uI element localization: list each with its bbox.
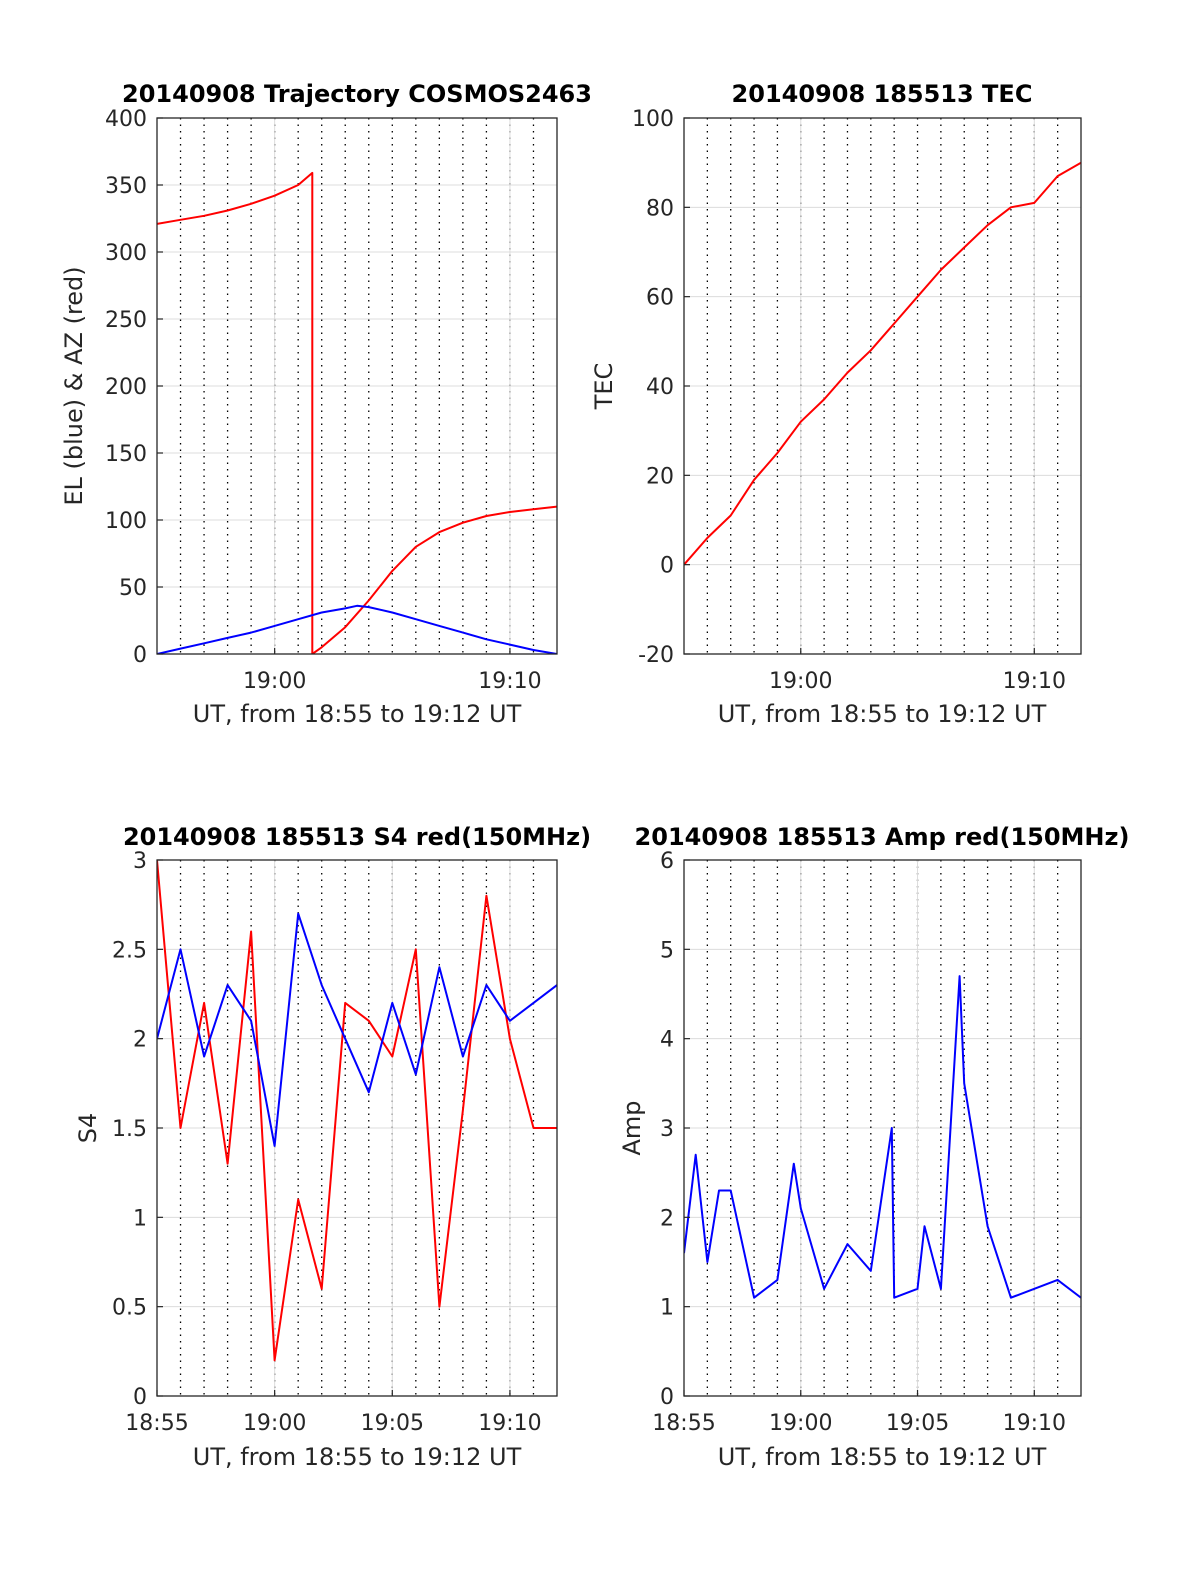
chart-title: 20140908 185513 TEC bbox=[732, 80, 1033, 108]
series-line bbox=[157, 171, 557, 654]
x-axis-label: UT, from 18:55 to 19:12 UT bbox=[718, 700, 1047, 728]
x-axis-label: UT, from 18:55 to 19:12 UT bbox=[718, 1443, 1047, 1471]
x-tick-label: 19:05 bbox=[886, 1411, 949, 1436]
series-group bbox=[684, 975, 1081, 1299]
y-tick-labels: 0 50 100 150 200 250 300 350 400 bbox=[105, 107, 163, 668]
y-tick-label: 400 bbox=[105, 107, 147, 132]
x-tick-label: 19:00 bbox=[243, 669, 306, 694]
y-tick-label: 1 bbox=[133, 1206, 147, 1231]
x-tick-labels: 18:55 19:00 19:05 19:10 bbox=[125, 1390, 542, 1436]
y-tick-label: 1.5 bbox=[112, 1117, 147, 1142]
chart-title: 20140908 185513 S4 red(150MHz) bbox=[123, 823, 591, 851]
y-tick-label: 250 bbox=[105, 308, 147, 333]
x-tick-labels: 19:00 19:10 bbox=[769, 648, 1066, 694]
x-tick-labels: 18:55 19:00 19:05 19:10 bbox=[652, 1390, 1066, 1436]
y-tick-label: 200 bbox=[105, 375, 147, 400]
y-axis-label: S4 bbox=[74, 1113, 102, 1144]
y-tick-label: 20 bbox=[646, 464, 674, 489]
y-tick-label: 350 bbox=[105, 174, 147, 199]
y-tick-label: 0 bbox=[660, 1385, 674, 1410]
series-line bbox=[157, 604, 557, 654]
series-group bbox=[157, 860, 557, 1362]
grid bbox=[684, 860, 1081, 1396]
y-tick-label: 2 bbox=[660, 1206, 674, 1231]
y-tick-label: 1 bbox=[660, 1296, 674, 1321]
y-tick-label: 40 bbox=[646, 375, 674, 400]
grid bbox=[684, 118, 1081, 654]
y-tick-label: 5 bbox=[660, 938, 674, 963]
x-tick-label: 19:10 bbox=[478, 669, 541, 694]
y-tick-label: 80 bbox=[646, 196, 674, 221]
y-tick-label: 6 bbox=[660, 849, 674, 874]
x-tick-label: 19:10 bbox=[1003, 669, 1066, 694]
y-tick-label: -20 bbox=[638, 643, 674, 668]
y-tick-label: 0.5 bbox=[112, 1296, 147, 1321]
x-tick-label: 19:00 bbox=[243, 1411, 306, 1436]
panel-tec: -20 0 20 40 60 80 100 19:00 19:10 20140908 1855… bbox=[590, 80, 1082, 728]
y-tick-labels: 0 0.5 1 1.5 2 2.5 3 bbox=[112, 849, 163, 1410]
x-axis-label: UT, from 18:55 to 19:12 UT bbox=[193, 700, 522, 728]
y-tick-label: 2.5 bbox=[112, 938, 147, 963]
grid bbox=[157, 118, 557, 654]
y-axis-label: Amp bbox=[618, 1100, 646, 1155]
y-tick-label: 4 bbox=[660, 1028, 674, 1053]
x-tick-labels: 19:00 19:10 bbox=[243, 648, 542, 694]
series-line bbox=[157, 912, 557, 1147]
y-tick-labels: 0 1 2 3 4 5 6 bbox=[660, 849, 690, 1410]
y-tick-label: 0 bbox=[660, 554, 674, 579]
x-tick-label: 19:05 bbox=[361, 1411, 424, 1436]
series-group bbox=[157, 171, 557, 654]
x-tick-label: 18:55 bbox=[125, 1411, 188, 1436]
x-tick-label: 19:00 bbox=[769, 669, 832, 694]
x-tick-label: 19:00 bbox=[769, 1411, 832, 1436]
y-tick-label: 100 bbox=[105, 509, 147, 534]
x-axis-label: UT, from 18:55 to 19:12 UT bbox=[193, 1443, 522, 1471]
x-tick-label: 18:55 bbox=[652, 1411, 715, 1436]
y-tick-label: 50 bbox=[119, 576, 147, 601]
y-tick-labels: -20 0 20 40 60 80 100 bbox=[632, 107, 690, 668]
series-group bbox=[684, 161, 1081, 566]
x-tick-label: 19:10 bbox=[478, 1411, 541, 1436]
chart-title: 20140908 Trajectory COSMOS2463 bbox=[122, 80, 592, 108]
y-axis-label: EL (blue) & AZ (red) bbox=[60, 266, 88, 505]
y-tick-label: 60 bbox=[646, 286, 674, 311]
panel-trajectory: 0 50 100 150 200 250 300 350 400 19:00 19:10 2014… bbox=[60, 80, 592, 728]
series-line bbox=[684, 161, 1081, 566]
y-tick-label: 300 bbox=[105, 241, 147, 266]
y-tick-label: 3 bbox=[133, 849, 147, 874]
y-tick-label: 0 bbox=[133, 643, 147, 668]
y-tick-label: 3 bbox=[660, 1117, 674, 1142]
x-tick-label: 19:10 bbox=[1003, 1411, 1066, 1436]
y-tick-label: 150 bbox=[105, 442, 147, 467]
series-line bbox=[684, 975, 1081, 1299]
y-axis-label: TEC bbox=[590, 363, 618, 411]
y-tick-label: 2 bbox=[133, 1028, 147, 1053]
y-tick-label: 0 bbox=[133, 1385, 147, 1410]
series-line bbox=[157, 860, 557, 1362]
panel-amp: 0 1 2 3 4 5 6 18:55 19:00 19:05 19:10 20140908 18… bbox=[618, 823, 1129, 1471]
panel-s4: 0 0.5 1 1.5 2 2.5 3 18:55 19:00 19:05 19:10 20140… bbox=[74, 823, 591, 1471]
y-tick-label: 100 bbox=[632, 107, 674, 132]
chart-title: 20140908 185513 Amp red(150MHz) bbox=[635, 823, 1130, 851]
